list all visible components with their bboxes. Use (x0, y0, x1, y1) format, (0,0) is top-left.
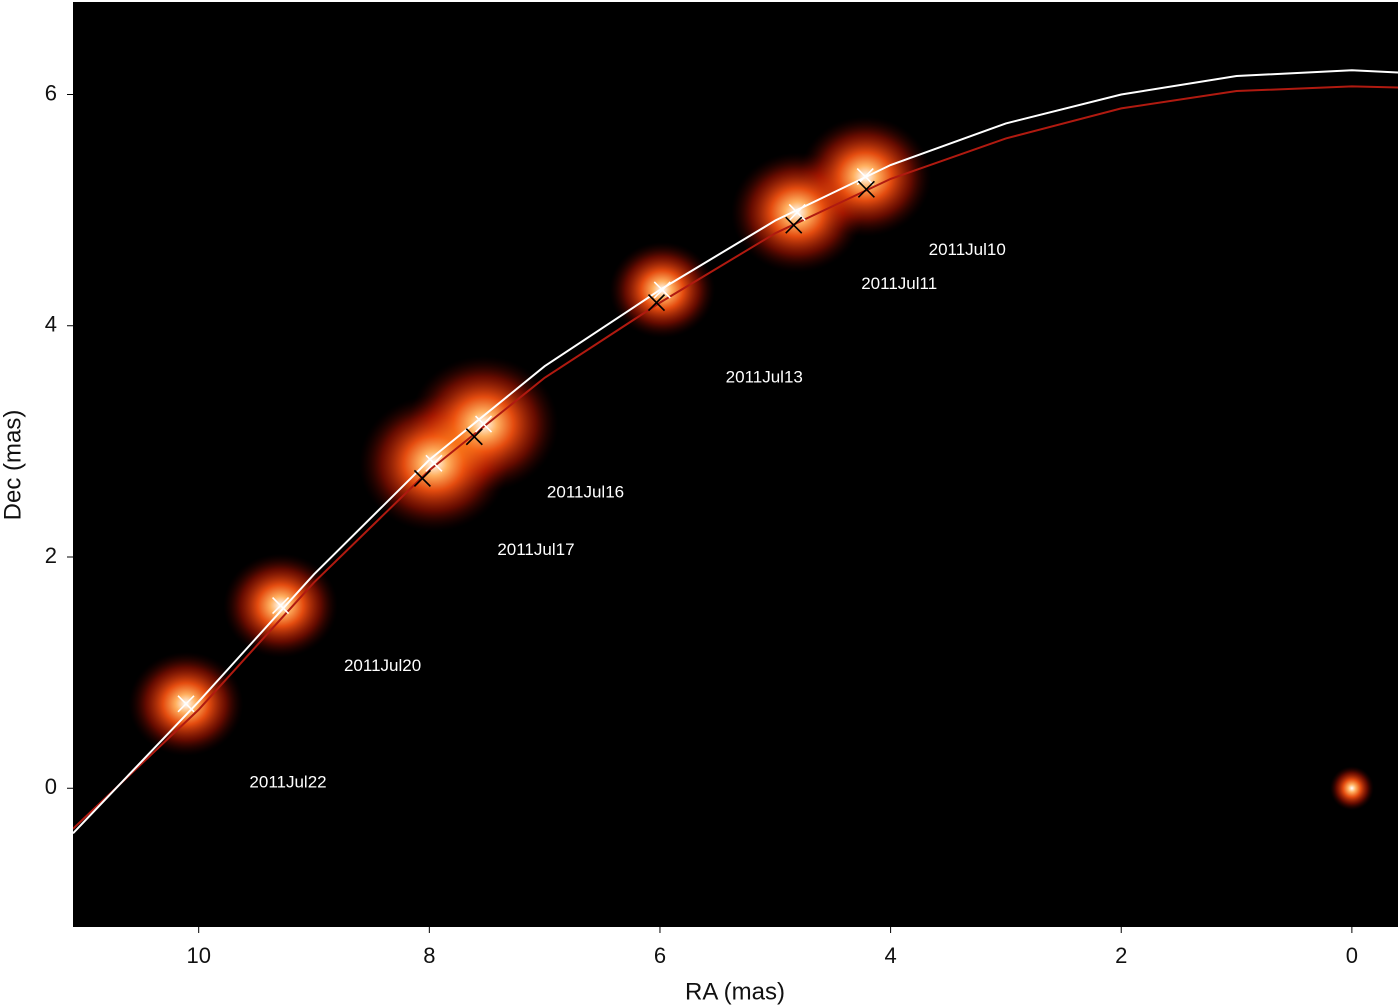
position-cross (425, 454, 443, 472)
position-cross (785, 216, 803, 234)
position-cross (653, 281, 671, 299)
x-tick-label: 10 (186, 943, 210, 968)
position-cross (177, 695, 195, 713)
epoch-label: 2011Jul20 (344, 656, 421, 675)
x-tick-label: 6 (654, 943, 666, 968)
orbit-curve (73, 69, 1398, 835)
epoch-label: 2011Jul13 (726, 367, 803, 386)
epoch-label: 2011Jul22 (249, 772, 326, 791)
position-cross (465, 428, 483, 446)
epoch-label: 2011Jul10 (929, 240, 1006, 259)
y-axis-label: Dec (mas) (0, 410, 26, 521)
x-tick-label: 4 (884, 943, 896, 968)
x-tick-label: 8 (423, 943, 435, 968)
position-cross (272, 596, 290, 615)
plot (73, 69, 1398, 835)
y-tick-label: 4 (45, 312, 57, 337)
x-tick-label: 2 (1115, 943, 1127, 968)
x-axis-label: RA (mas) (685, 978, 785, 1005)
y-tick-label: 0 (45, 774, 57, 799)
orbit-curve (73, 85, 1398, 830)
position-cross (474, 415, 493, 433)
position-cross (788, 203, 806, 222)
epoch-label: 2011Jul17 (497, 540, 574, 559)
x-tick-label: 0 (1346, 943, 1358, 968)
epoch-label: 2011Jul11 (861, 274, 937, 293)
y-tick-label: 6 (45, 80, 57, 105)
reference-source (1329, 766, 1374, 811)
y-tick-label: 2 (45, 543, 57, 568)
position-cross (857, 180, 875, 198)
position-cross (647, 294, 666, 312)
epoch-label: 2011Jul16 (547, 483, 624, 502)
plot-area (73, 2, 1398, 927)
position-cross (413, 469, 431, 487)
